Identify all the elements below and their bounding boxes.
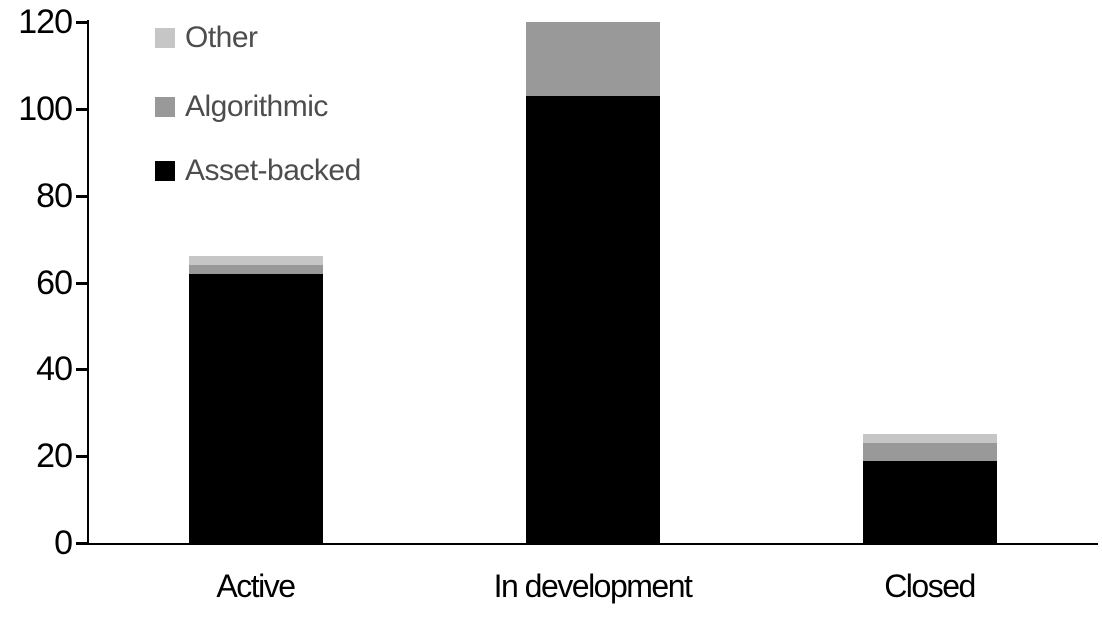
- y-axis-tick: [76, 21, 87, 24]
- y-axis-tick-label: 60: [36, 263, 73, 302]
- bar-segment-closed-asset-backed: [863, 460, 997, 543]
- x-axis-line: [87, 543, 1098, 545]
- legend-item-other: Other: [155, 18, 258, 58]
- bar-segment-in-development-asset-backed: [526, 95, 660, 543]
- legend-label-asset-backed: Asset-backed: [185, 154, 361, 187]
- bar-segment-in-development-algorithmic: [526, 22, 660, 96]
- y-axis-tick: [76, 107, 87, 111]
- y-axis-tick-label: 0: [54, 524, 73, 562]
- x-axis-label-active: Active: [216, 568, 296, 604]
- y-axis-tick: [76, 542, 87, 545]
- y-axis-tick: [76, 455, 87, 459]
- legend-swatch-algorithmic: [155, 97, 175, 117]
- bar-segment-closed-algorithmic: [863, 443, 997, 461]
- bar-segment-active-algorithmic: [189, 265, 323, 274]
- legend-label-other: Other: [185, 21, 258, 54]
- bar-segment-closed-other: [863, 434, 997, 444]
- y-axis-tick: [76, 194, 87, 198]
- y-axis-tick: [76, 281, 87, 285]
- y-axis-tick-label: 120: [18, 3, 73, 41]
- y-axis-tick: [76, 368, 87, 372]
- legend-item-asset-backed: Asset-backed: [155, 151, 361, 191]
- legend-swatch-other: [155, 28, 175, 48]
- bar-segment-active-asset-backed: [189, 273, 323, 543]
- y-axis-tick-label: 80: [36, 176, 73, 215]
- x-axis-label-in-development: In development: [493, 568, 693, 604]
- y-axis-tick-label: 100: [18, 89, 73, 128]
- legend-label-algorithmic: Algorithmic: [185, 90, 328, 123]
- y-axis-tick-label: 40: [36, 350, 73, 389]
- legend-item-algorithmic: Algorithmic: [155, 87, 328, 127]
- bar-segment-active-other: [189, 256, 323, 266]
- chart-legend: Other Algorithmic Asset-backed: [155, 0, 475, 200]
- y-axis-line: [87, 20, 89, 545]
- x-axis-label-closed: Closed: [884, 568, 976, 604]
- legend-swatch-asset-backed: [155, 161, 175, 181]
- y-axis-tick-label: 20: [36, 437, 73, 476]
